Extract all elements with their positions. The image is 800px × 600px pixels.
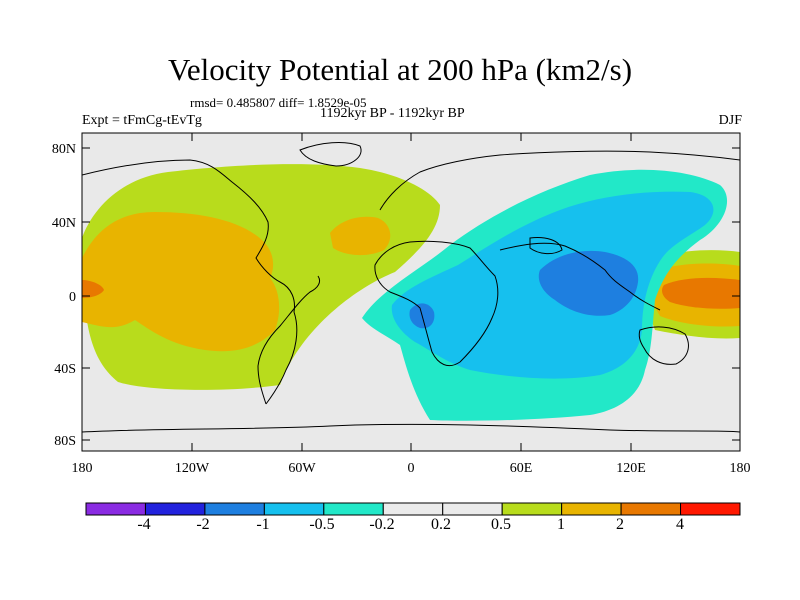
colorbar-box bbox=[263, 502, 325, 516]
positive-region-pacific-strong bbox=[662, 277, 740, 309]
colorbar-box bbox=[620, 502, 682, 516]
lon-tick-label: 120W bbox=[175, 461, 210, 476]
colorbar-label: -4 bbox=[137, 516, 151, 533]
colorbar-box bbox=[382, 502, 444, 516]
lat-tick-label: 40S bbox=[54, 362, 76, 377]
colorbar-label: -0.5 bbox=[309, 516, 335, 533]
lon-tick-label: 60E bbox=[510, 461, 533, 476]
colorbar-box bbox=[561, 502, 622, 516]
colorbar bbox=[85, 502, 741, 516]
lon-tick-label: 120E bbox=[616, 461, 646, 476]
experiment-label: Expt = tFmCg-tEvTg bbox=[82, 113, 202, 128]
colorbar-box bbox=[323, 502, 384, 516]
positive-region-moderate bbox=[82, 212, 280, 352]
negative-region-strong bbox=[538, 250, 639, 316]
lat-tick-label: 80N bbox=[52, 142, 76, 157]
lon-tick-label: 60W bbox=[288, 461, 316, 476]
colorbar-label: -1 bbox=[256, 516, 270, 533]
colorbar-label: -0.2 bbox=[369, 516, 395, 533]
map-title: Velocity Potential at 200 hPa (km2/s) bbox=[167, 52, 633, 87]
positive-region-strong bbox=[82, 280, 104, 298]
period-label: 1192kyr BP - 1192kyr BP bbox=[320, 106, 465, 121]
colorbar-label: 2 bbox=[616, 516, 624, 533]
lat-tick-marks bbox=[82, 147, 740, 441]
colorbar-label: 4 bbox=[676, 516, 684, 533]
positive-region-moderate-atlantic bbox=[330, 216, 391, 256]
lon-tick-label: 180 bbox=[72, 461, 93, 476]
lat-tick-label: 40N bbox=[52, 216, 76, 231]
colorbar-label: 1 bbox=[557, 516, 565, 533]
colorbar-box bbox=[680, 502, 741, 516]
lat-tick-label: 80S bbox=[54, 434, 76, 449]
lon-tick-label: 0 bbox=[408, 461, 415, 476]
colorbar-label: 0.5 bbox=[491, 516, 511, 533]
colorbar-box bbox=[204, 502, 265, 516]
stats-line: rmsd= 0.485807 diff= 1.8529e-05 bbox=[190, 95, 367, 110]
lon-tick-label: 180 bbox=[730, 461, 751, 476]
lon-tick-marks bbox=[191, 133, 632, 451]
colorbar-box bbox=[442, 502, 503, 516]
season-label: DJF bbox=[718, 113, 742, 128]
lat-tick-label: 0 bbox=[69, 290, 76, 305]
colorbar-box bbox=[144, 502, 206, 516]
colorbar-box bbox=[85, 502, 146, 516]
colorbar-label: -2 bbox=[196, 516, 210, 533]
colorbar-label: 0.2 bbox=[431, 516, 451, 533]
colorbar-box bbox=[501, 502, 563, 516]
coastlines bbox=[82, 142, 740, 433]
